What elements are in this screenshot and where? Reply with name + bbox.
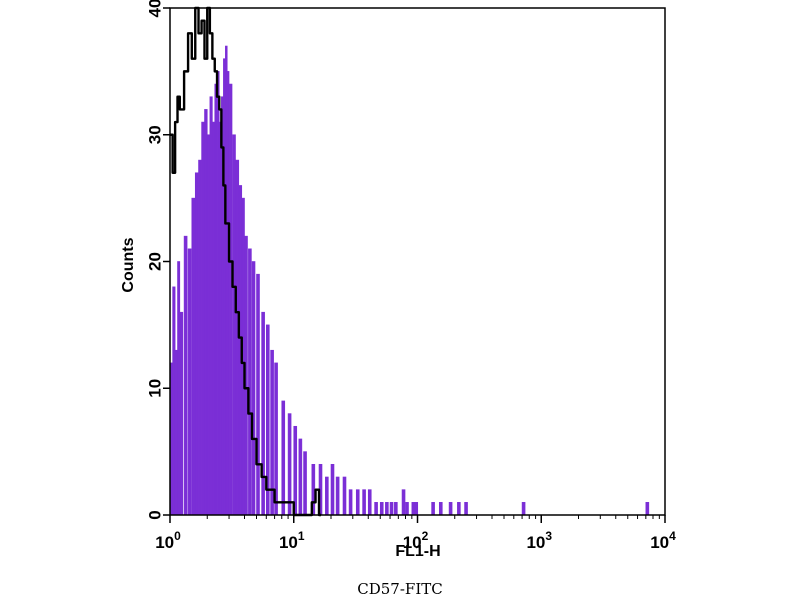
histogram-bar bbox=[438, 502, 443, 516]
histogram-bar bbox=[367, 489, 372, 516]
histogram-bar bbox=[187, 248, 192, 516]
outline-histogram-series bbox=[170, 6, 322, 517]
x-axis-title: FL1-H bbox=[395, 543, 440, 560]
histogram-bar bbox=[330, 463, 335, 516]
x-tick-label: 100 bbox=[155, 529, 181, 552]
histogram-bar bbox=[645, 502, 650, 516]
x-tick-label: 102 bbox=[403, 529, 429, 552]
histogram-bar bbox=[348, 489, 353, 516]
histogram-bar bbox=[212, 121, 216, 516]
histogram-bar bbox=[228, 83, 233, 516]
histogram-bar bbox=[218, 121, 222, 516]
y-tick-label: 10 bbox=[146, 379, 165, 398]
histogram-bar bbox=[261, 311, 265, 516]
histogram-bar bbox=[342, 476, 347, 516]
x-tick-label: 104 bbox=[650, 529, 676, 552]
y-tick-label: 20 bbox=[146, 252, 165, 271]
x-tick-label: 101 bbox=[279, 529, 305, 552]
histogram-bar bbox=[256, 273, 260, 516]
histogram-bar bbox=[194, 172, 199, 516]
histogram-bar bbox=[251, 261, 256, 516]
histogram-bar bbox=[298, 438, 303, 516]
histogram-bar bbox=[209, 96, 213, 516]
histogram-bar bbox=[414, 502, 419, 516]
histogram-bar bbox=[411, 502, 416, 516]
histogram-bar bbox=[174, 349, 178, 516]
histogram-bar bbox=[287, 413, 292, 516]
x-tick-label: 103 bbox=[526, 529, 552, 552]
axis-layer: 100 101 102 103 104 0 10 20 30 40 bbox=[146, 0, 677, 552]
histogram-bar bbox=[179, 311, 184, 516]
histogram-bar bbox=[389, 502, 394, 516]
histogram-bar bbox=[206, 134, 211, 516]
y-tick-label: 0 bbox=[146, 510, 165, 519]
filled-histogram-series bbox=[169, 45, 650, 516]
y-tick-label: 30 bbox=[146, 125, 165, 144]
histogram-bar bbox=[303, 451, 307, 516]
histogram-bar bbox=[431, 502, 435, 516]
histogram-bar bbox=[521, 502, 526, 516]
histogram-bar bbox=[325, 476, 329, 516]
histogram-bar bbox=[204, 109, 208, 516]
chart-caption: CD57-FITC bbox=[357, 580, 443, 598]
histogram-bar bbox=[379, 502, 384, 516]
histogram-bar bbox=[183, 235, 188, 516]
histogram-bar bbox=[223, 58, 226, 516]
histogram-bar bbox=[355, 489, 360, 516]
histogram-bar bbox=[362, 489, 366, 516]
y-axis-title: Counts bbox=[120, 237, 137, 292]
histogram-bar bbox=[232, 134, 236, 516]
y-tick-label: 40 bbox=[146, 0, 165, 17]
histogram-bar bbox=[214, 83, 218, 516]
histogram-bar bbox=[191, 197, 196, 516]
histogram-bar bbox=[201, 121, 205, 516]
histogram-bar bbox=[335, 476, 340, 516]
histogram-bar bbox=[405, 502, 409, 516]
histogram-bar bbox=[457, 502, 461, 516]
histogram-bar bbox=[374, 502, 378, 516]
histogram-bar bbox=[394, 502, 398, 516]
histogram-bar bbox=[248, 248, 252, 516]
plot-area bbox=[169, 6, 650, 517]
histogram-bar bbox=[281, 400, 286, 516]
histogram-bar bbox=[464, 502, 468, 516]
histogram-bar bbox=[448, 502, 453, 516]
histogram-bar bbox=[172, 286, 176, 516]
histogram-bar bbox=[385, 502, 389, 516]
histogram-bar bbox=[401, 489, 406, 516]
histogram-bar bbox=[216, 71, 220, 516]
histogram-bar bbox=[177, 261, 181, 516]
histogram-bar bbox=[198, 159, 202, 516]
